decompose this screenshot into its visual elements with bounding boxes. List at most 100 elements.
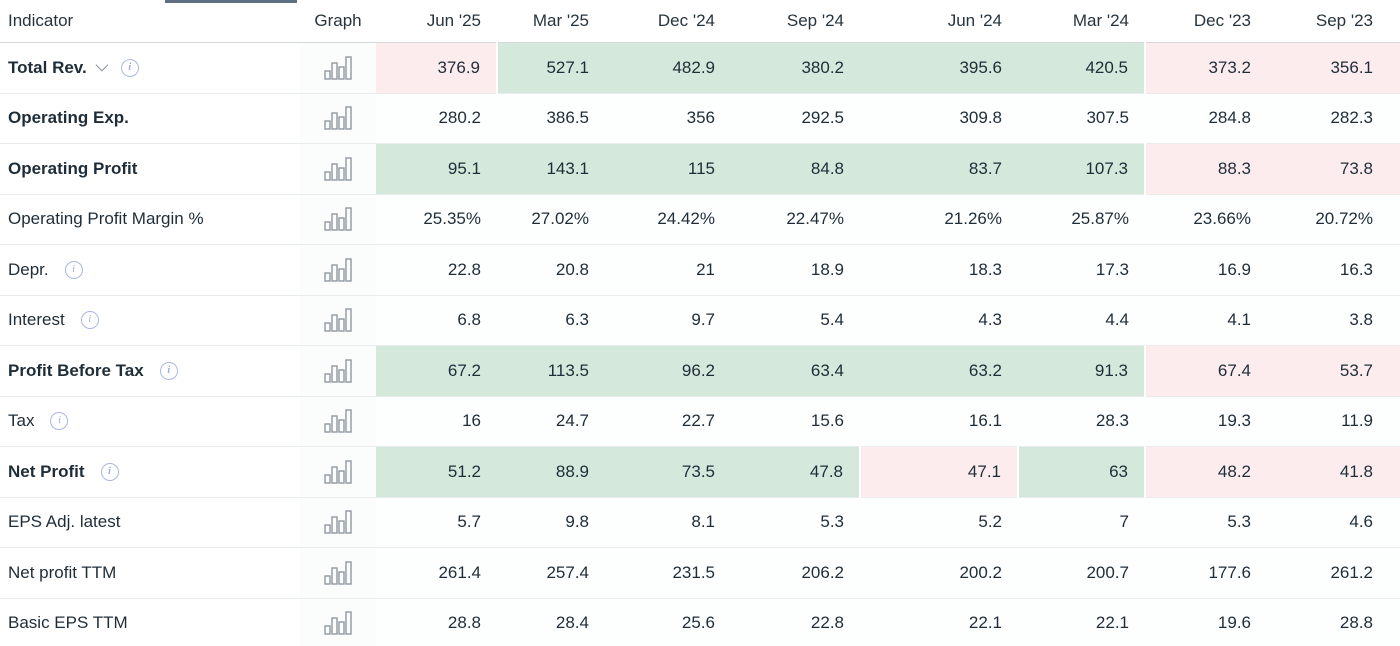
indicator-cell: Profit Before Tax i	[0, 345, 300, 397]
table-row: Net Profit i 51.2 88.9 73.5 47.8 47.1 63 48.2 41.…	[0, 446, 1400, 498]
value-cell: 51.2	[376, 446, 497, 498]
value-cell: 257.4	[497, 547, 605, 599]
value-cell: 261.2	[1267, 547, 1400, 599]
mini-bar-chart-icon[interactable]	[300, 143, 376, 195]
mini-bar-chart-icon[interactable]	[300, 295, 376, 346]
value-cell: 373.2	[1144, 42, 1267, 94]
indicator-label: Operating Profit	[8, 158, 138, 178]
value-cell: 21	[605, 244, 731, 296]
indicator-label: Interest	[8, 310, 65, 330]
value-cell: 231.5	[605, 547, 731, 599]
value-cell: 113.5	[497, 345, 605, 397]
value-cell: 143.1	[497, 143, 605, 195]
mini-bar-chart-icon[interactable]	[300, 547, 376, 599]
value-cell: 25.35%	[376, 194, 497, 245]
value-cell: 22.1	[1018, 598, 1145, 646]
value-cell: 292.5	[731, 93, 860, 144]
value-cell: 28.3	[1018, 396, 1145, 447]
mini-bar-chart-icon[interactable]	[300, 93, 376, 144]
value-cell: 376.9	[376, 42, 497, 94]
value-cell: 380.2	[731, 42, 860, 94]
value-cell: 4.4	[1018, 295, 1145, 346]
value-cell: 4.1	[1145, 295, 1267, 346]
value-cell: 25.87%	[1018, 194, 1145, 245]
value-cell: 206.2	[731, 547, 860, 599]
table-row: Basic EPS TTM 28.8 28.4 25.6 22.8 22.1 22.1 19.…	[0, 598, 1400, 646]
table-header-row: Indicator Graph Jun '25 Mar '25 Dec '24 Sep…	[0, 0, 1400, 43]
table-row: Total Rev. i 376.9 527.1 482.9 380.2 395.6 420.…	[0, 42, 1400, 94]
value-cell: 282.3	[1267, 93, 1400, 144]
value-cell: 107.3	[1018, 143, 1145, 195]
value-cell: 73.8	[1267, 143, 1400, 195]
mini-bar-chart-icon[interactable]	[300, 244, 376, 296]
value-cell: 3.8	[1267, 295, 1400, 346]
mini-bar-chart-icon[interactable]	[300, 396, 376, 447]
value-cell: 83.7	[860, 143, 1018, 195]
value-cell: 63.2	[860, 345, 1018, 397]
mini-bar-chart-icon[interactable]	[300, 497, 376, 548]
value-cell: 6.8	[376, 295, 497, 346]
column-header-period: Dec '24	[605, 0, 731, 43]
value-cell: 386.5	[497, 93, 605, 144]
value-cell: 88.3	[1144, 143, 1267, 195]
mini-bar-chart-icon[interactable]	[300, 194, 376, 245]
value-cell: 91.3	[1018, 345, 1145, 397]
column-header-period: Mar '24	[1018, 0, 1145, 43]
value-cell: 309.8	[860, 93, 1018, 144]
mini-bar-chart-icon[interactable]	[300, 598, 376, 646]
indicator-label: Operating Exp.	[8, 108, 129, 128]
value-cell: 5.7	[376, 497, 497, 548]
chevron-down-icon[interactable]	[95, 58, 108, 72]
value-cell: 63	[1017, 446, 1145, 498]
value-cell: 67.2	[376, 345, 497, 397]
value-cell: 22.47%	[731, 194, 860, 245]
value-cell: 420.5	[1018, 42, 1145, 94]
value-cell: 23.66%	[1145, 194, 1267, 245]
indicator-cell: EPS Adj. latest	[0, 497, 300, 548]
value-cell: 200.2	[860, 547, 1018, 599]
indicator-label: Operating Profit Margin %	[8, 209, 204, 229]
info-icon[interactable]: i	[120, 58, 139, 77]
mini-bar-chart-icon[interactable]	[300, 446, 376, 498]
value-cell: 28.8	[1267, 598, 1400, 646]
indicator-cell: Operating Profit	[0, 143, 300, 195]
value-cell: 16.9	[1145, 244, 1267, 296]
value-cell: 4.3	[860, 295, 1018, 346]
value-cell: 16.3	[1267, 244, 1400, 296]
value-cell: 53.7	[1267, 345, 1400, 397]
info-icon[interactable]: i	[100, 462, 119, 481]
value-cell: 17.3	[1018, 244, 1145, 296]
column-header-period: Jun '24	[860, 0, 1018, 43]
table-row: Operating Profit 95.1 143.1 115 84.8 83.7 107.…	[0, 143, 1400, 195]
value-cell: 6.3	[497, 295, 605, 346]
value-cell: 47.1	[859, 446, 1018, 498]
value-cell: 41.8	[1267, 446, 1400, 498]
value-cell: 5.2	[860, 497, 1018, 548]
indicator-cell: Net profit TTM	[0, 547, 300, 599]
table-row: Depr. i 22.8 20.8 21 18.9 18.3 17.3 16.9 16.3	[0, 244, 1400, 296]
value-cell: 24.7	[497, 396, 605, 447]
info-icon[interactable]: i	[159, 361, 178, 380]
info-icon[interactable]: i	[80, 311, 99, 330]
indicator-cell: Interest i	[0, 295, 300, 346]
value-cell: 5.4	[731, 295, 860, 346]
value-cell: 22.7	[605, 396, 731, 447]
value-cell: 84.8	[731, 143, 860, 195]
indicator-label: Depr.	[8, 259, 49, 279]
value-cell: 200.7	[1018, 547, 1145, 599]
value-cell: 67.4	[1144, 345, 1267, 397]
mini-bar-chart-icon[interactable]	[300, 345, 376, 397]
table-row: Operating Exp. 280.2 386.5 356 292.5 309.8 307…	[0, 93, 1400, 144]
value-cell: 284.8	[1145, 93, 1267, 144]
value-cell: 25.6	[605, 598, 731, 646]
value-cell: 7	[1018, 497, 1145, 548]
mini-bar-chart-icon[interactable]	[300, 42, 376, 94]
indicator-cell: Operating Exp.	[0, 93, 300, 144]
info-icon[interactable]: i	[50, 412, 69, 431]
column-header-period: Sep '24	[731, 0, 860, 43]
info-icon[interactable]: i	[64, 260, 83, 279]
indicator-cell: Depr. i	[0, 244, 300, 296]
value-cell: 28.4	[497, 598, 605, 646]
